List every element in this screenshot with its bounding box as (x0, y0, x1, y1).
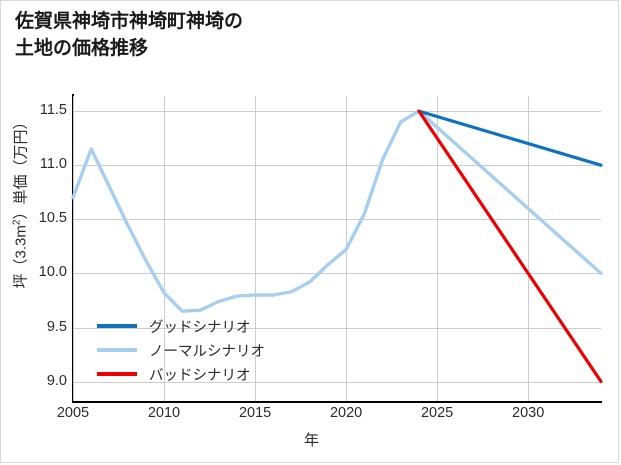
y-tick-11.5: 11.5 (39, 102, 67, 119)
gridline-horizontal-1 (73, 327, 601, 329)
legend-item-1[interactable]: ノーマルシナリオ (97, 338, 307, 362)
legend-swatch-icon-1 (97, 348, 137, 352)
y-tick-11.0: 11.0 (39, 156, 67, 173)
gridline-horizontal-4 (73, 165, 601, 167)
plot-area (71, 96, 603, 401)
x-axis-spine (72, 401, 602, 403)
y-axis-label: 坪（3.3m2）単価（万円） (10, 77, 31, 327)
series-line-バッドシナリオ (417, 109, 603, 384)
chart-legend: グッドシナリオ ノーマルシナリオ バッドシナリオ (97, 314, 307, 386)
gridline-vertical-4 (437, 96, 439, 401)
x-axis-label: 年 (303, 432, 319, 449)
x-tick-2010: 2010 (147, 405, 181, 421)
legend-label-0: グッドシナリオ (149, 319, 251, 336)
x-tick-2020: 2020 (329, 405, 363, 421)
gridline-horizontal-3 (73, 219, 601, 221)
y-tick-10.5: 10.5 (38, 210, 67, 227)
page-title: 佐賀県神埼市神埼町神埼の 土地の価格推移 (15, 11, 244, 59)
gridline-vertical-5 (528, 96, 530, 401)
y-axis-label-exponent: 2 (11, 219, 23, 226)
gridline-horizontal-5 (73, 111, 601, 113)
x-tick-2005: 2005 (56, 405, 90, 421)
y-axis-label-prefix: 坪（3.3m (12, 225, 30, 289)
y-tick-10.0: 10.0 (38, 264, 67, 281)
y-tick-9.0: 9.0 (46, 372, 67, 389)
chart-lines (71, 109, 603, 384)
legend-item-2[interactable]: バッドシナリオ (97, 362, 307, 386)
gridline-vertical-0 (73, 96, 74, 401)
y-axis-label-suffix: ）単価（万円） (12, 114, 30, 220)
x-tick-2015: 2015 (238, 405, 272, 421)
series-line-グッドシナリオ (417, 109, 603, 167)
legend-swatch-icon-0 (97, 324, 137, 328)
gridline-vertical-1 (164, 96, 165, 401)
series-line-ノーマルシナリオ (71, 109, 603, 313)
legend-label-2: バッドシナリオ (149, 367, 251, 384)
y-tick-9.5: 9.5 (46, 318, 67, 335)
x-tick-2025: 2025 (420, 405, 454, 421)
legend-label-1: ノーマルシナリオ (149, 343, 265, 360)
legend-item-0[interactable]: グッドシナリオ (97, 314, 307, 338)
x-tick-2030: 2030 (512, 405, 545, 421)
legend-swatch-icon-2 (97, 372, 137, 376)
gridline-vertical-2 (255, 96, 257, 401)
gridline-horizontal-2 (73, 273, 601, 275)
gridline-horizontal-0 (73, 381, 601, 383)
